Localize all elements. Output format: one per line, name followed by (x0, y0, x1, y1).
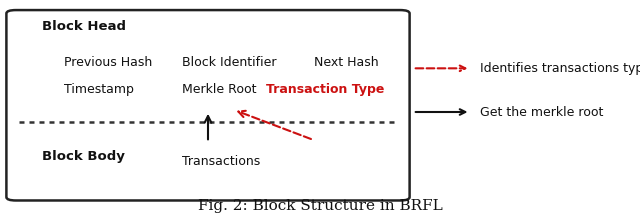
Text: Block Identifier: Block Identifier (182, 56, 277, 69)
Text: Transaction Type: Transaction Type (266, 83, 384, 96)
Text: Fig. 2: Block Structure in BRFL: Fig. 2: Block Structure in BRFL (198, 199, 442, 213)
Text: Block Head: Block Head (42, 20, 125, 33)
Text: Transactions: Transactions (182, 155, 260, 168)
Text: Block Body: Block Body (42, 150, 124, 163)
Text: Identifies transactions type: Identifies transactions type (480, 62, 640, 75)
Text: Merkle Root: Merkle Root (182, 83, 257, 96)
Text: Get the merkle root: Get the merkle root (480, 106, 604, 118)
Text: Previous Hash: Previous Hash (64, 56, 152, 69)
FancyBboxPatch shape (6, 10, 410, 200)
Text: Next Hash: Next Hash (314, 56, 378, 69)
Text: Timestamp: Timestamp (64, 83, 134, 96)
